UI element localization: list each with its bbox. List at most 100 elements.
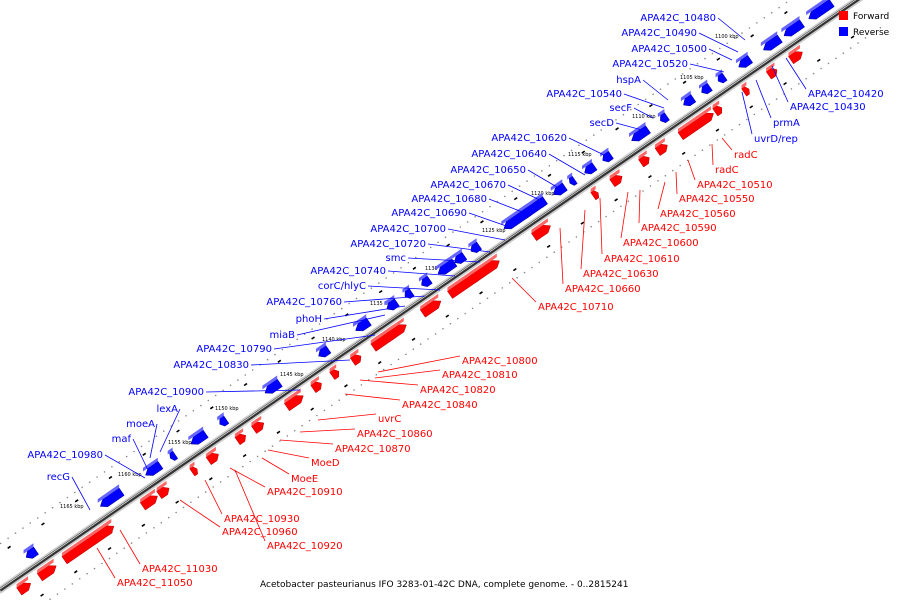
gene-label[interactable]: APA42C_10920 bbox=[267, 541, 343, 552]
gene-label[interactable]: miaB bbox=[269, 330, 295, 341]
gene-label[interactable]: smc bbox=[386, 253, 406, 264]
reverse-gene[interactable] bbox=[99, 487, 125, 507]
gene-label[interactable]: APA42C_10420 bbox=[808, 89, 884, 100]
forward-gene[interactable] bbox=[234, 433, 246, 446]
forward-gene[interactable] bbox=[638, 155, 650, 168]
gene-label[interactable]: APA42C_10550 bbox=[679, 194, 755, 205]
gene-label[interactable]: APA42C_10540 bbox=[546, 89, 622, 100]
gene-label[interactable]: APA42C_10590 bbox=[641, 223, 717, 234]
gene-label[interactable]: APA42C_10720 bbox=[350, 239, 426, 250]
gene-label[interactable]: moeA bbox=[126, 419, 155, 430]
gene-label[interactable]: APA42C_10560 bbox=[660, 209, 736, 220]
reverse-gene[interactable] bbox=[169, 450, 179, 461]
reverse-gene[interactable] bbox=[763, 34, 783, 51]
gene-label[interactable]: APA42C_10960 bbox=[222, 527, 298, 538]
reverse-gene[interactable] bbox=[660, 112, 670, 123]
forward-gene[interactable] bbox=[283, 395, 304, 412]
reverse-gene[interactable] bbox=[701, 82, 713, 95]
gene-label[interactable]: APA42C_10870 bbox=[335, 444, 411, 455]
reverse-gene[interactable] bbox=[631, 125, 651, 142]
gene-label[interactable]: APA42C_10640 bbox=[471, 149, 547, 160]
forward-gene[interactable] bbox=[419, 300, 442, 318]
gene-label[interactable]: phoH bbox=[296, 314, 322, 325]
reverse-gene[interactable] bbox=[25, 546, 39, 559]
gene-label[interactable]: lexA bbox=[156, 404, 178, 415]
gene-label[interactable]: APA42C_10480 bbox=[640, 13, 716, 24]
reverse-gene[interactable] bbox=[421, 275, 433, 287]
gene-label[interactable]: uvrD/rep bbox=[754, 134, 798, 145]
gene-label[interactable]: prmA bbox=[773, 118, 800, 129]
gene-label[interactable]: APA42C_10790 bbox=[196, 344, 272, 355]
forward-gene[interactable] bbox=[531, 225, 551, 242]
reverse-gene[interactable] bbox=[808, 0, 835, 20]
gene-label[interactable]: APA42C_10660 bbox=[565, 284, 641, 295]
gene-label[interactable]: APA42C_10980 bbox=[27, 450, 103, 461]
gene-label[interactable]: APA42C_10600 bbox=[623, 238, 699, 249]
gene-label[interactable]: APA42C_10860 bbox=[357, 429, 433, 440]
gene-label[interactable]: maf bbox=[112, 434, 132, 445]
gene-label[interactable]: APA42C_10740 bbox=[310, 266, 386, 277]
reverse-gene[interactable] bbox=[404, 288, 415, 299]
gene-label[interactable]: APA42C_10670 bbox=[430, 180, 506, 191]
gene-label[interactable]: secF bbox=[609, 103, 632, 114]
reverse-gene[interactable] bbox=[264, 378, 283, 394]
forward-gene[interactable] bbox=[447, 260, 500, 299]
gene-label[interactable]: APA42C_10680 bbox=[411, 194, 487, 205]
gene-label[interactable]: APA42C_10650 bbox=[450, 165, 526, 176]
reverse-gene[interactable] bbox=[219, 415, 230, 427]
gene-label[interactable]: APA42C_10700 bbox=[370, 224, 446, 235]
gene-label[interactable]: APA42C_10820 bbox=[420, 385, 496, 396]
reverse-gene[interactable] bbox=[738, 54, 754, 68]
forward-gene[interactable] bbox=[590, 190, 600, 201]
gene-label[interactable]: radC bbox=[715, 165, 739, 176]
gene-label[interactable]: APA42C_10830 bbox=[173, 360, 249, 371]
gene-label[interactable]: hspA bbox=[616, 75, 641, 86]
gene-label[interactable]: APA42C_10510 bbox=[697, 180, 773, 191]
gene-label[interactable]: APA42C_10910 bbox=[267, 487, 343, 498]
gene-label[interactable]: MoeD bbox=[311, 458, 340, 469]
gene-label[interactable]: APA42C_10800 bbox=[462, 356, 538, 367]
reverse-gene[interactable] bbox=[717, 72, 728, 84]
forward-gene[interactable] bbox=[61, 525, 115, 565]
gene-label[interactable]: APA42C_10430 bbox=[790, 102, 866, 113]
reverse-gene[interactable] bbox=[503, 196, 548, 230]
gene-label[interactable]: radC bbox=[734, 150, 758, 161]
gene-label[interactable]: APA42C_11050 bbox=[117, 578, 193, 589]
gene-label[interactable]: APA42C_10620 bbox=[491, 133, 567, 144]
reverse-gene[interactable] bbox=[783, 19, 805, 37]
forward-gene[interactable] bbox=[189, 466, 198, 477]
reverse-gene[interactable] bbox=[683, 94, 697, 107]
forward-gene[interactable] bbox=[156, 486, 170, 500]
reverse-gene[interactable] bbox=[190, 429, 209, 445]
gene-label[interactable]: APA42C_10810 bbox=[442, 370, 518, 381]
gene-label[interactable]: APA42C_10630 bbox=[583, 269, 659, 280]
gene-label[interactable]: APA42C_10760 bbox=[266, 297, 342, 308]
reverse-gene[interactable] bbox=[355, 317, 372, 332]
gene-label[interactable]: APA42C_11030 bbox=[142, 564, 218, 575]
gene-label[interactable]: APA42C_10710 bbox=[538, 302, 614, 313]
reverse-gene[interactable] bbox=[602, 150, 614, 163]
gene-label[interactable]: APA42C_10930 bbox=[224, 514, 300, 525]
forward-gene[interactable] bbox=[654, 143, 668, 156]
gene-label[interactable]: uvrC bbox=[378, 414, 401, 425]
gene-label[interactable]: APA42C_10840 bbox=[402, 400, 478, 411]
reverse-gene[interactable] bbox=[568, 175, 578, 186]
gene-label[interactable]: APA42C_10610 bbox=[604, 254, 680, 265]
gene-label[interactable]: APA42C_10500 bbox=[631, 44, 707, 55]
gene-label[interactable]: APA42C_10490 bbox=[621, 28, 697, 39]
forward-gene[interactable] bbox=[741, 86, 750, 97]
forward-gene[interactable] bbox=[677, 112, 714, 141]
gene-label[interactable]: APA42C_10900 bbox=[128, 387, 204, 398]
gene-label[interactable]: MoeE bbox=[291, 474, 318, 485]
forward-gene[interactable] bbox=[329, 369, 340, 380]
forward-gene[interactable] bbox=[712, 105, 723, 117]
gene-label[interactable]: APA42C_10690 bbox=[391, 208, 467, 219]
gene-label[interactable]: recG bbox=[47, 472, 70, 483]
gene-label[interactable]: corC/hlyC bbox=[318, 281, 366, 292]
reverse-gene[interactable] bbox=[318, 345, 332, 358]
gene-label[interactable]: APA42C_10520 bbox=[612, 59, 688, 70]
forward-gene[interactable] bbox=[349, 354, 362, 366]
reverse-gene[interactable] bbox=[437, 258, 458, 275]
reverse-gene[interactable] bbox=[584, 162, 598, 175]
gene-label[interactable]: secD bbox=[589, 118, 614, 129]
